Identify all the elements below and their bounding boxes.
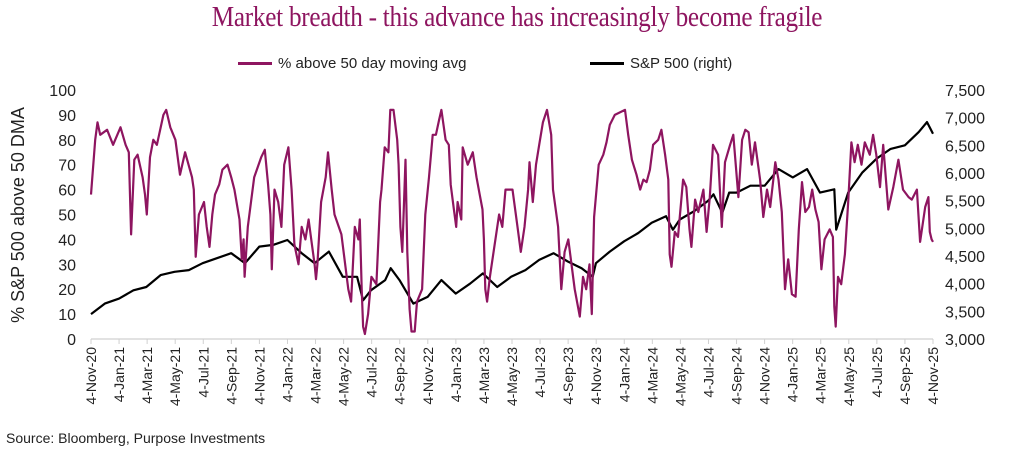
x-tick-label: 4-Jul-24	[700, 347, 716, 398]
x-tick-label: 4-Jan-25	[785, 347, 801, 402]
series-line-breadth	[89, 108, 934, 336]
x-tick-label: 4-Nov-24	[757, 347, 773, 405]
x-tick-label: 4-Jul-25	[869, 347, 885, 398]
y2-tick-label: 5,500	[945, 194, 985, 211]
y2-tick-label: 3,500	[945, 304, 985, 321]
x-tick-label: 4-May-21	[167, 347, 183, 406]
series-line-sp500	[90, 121, 934, 315]
chart-title: Market breadth - this advance has increa…	[211, 2, 823, 33]
y2-tick-label: 3,000	[945, 332, 985, 349]
y-tick-label: 30	[58, 257, 76, 274]
y-tick-label: 100	[49, 83, 76, 100]
x-tick-label: 4-Nov-23	[588, 347, 604, 405]
legend-swatch-sp500	[590, 62, 624, 65]
x-tick-label: 4-May-25	[841, 347, 857, 406]
y-tick-label: 80	[58, 133, 76, 150]
y-tick-label: 10	[58, 307, 76, 324]
x-tick-label: 4-Mar-23	[476, 347, 492, 404]
x-tick-label: 4-May-24	[672, 347, 688, 406]
y-tick-label: 0	[67, 332, 76, 349]
y-tick-label: 50	[58, 208, 76, 225]
y-tick-label: 40	[58, 232, 76, 249]
x-tick-label: 4-Sep-23	[560, 347, 576, 405]
x-tick-label: 4-Mar-25	[813, 347, 829, 404]
x-tick-label: 4-Nov-22	[420, 347, 436, 405]
x-tick-label: 4-Mar-22	[308, 347, 324, 404]
axes: 0 10 20 30 40 50 60 70 80 90 100 3,000 3,500 4,000 4,5…	[49, 83, 985, 406]
x-tick-label: 4-Mar-24	[644, 347, 660, 404]
y2-tick-label: 6,000	[945, 166, 985, 183]
x-tick-label: 4-May-23	[504, 347, 520, 406]
x-tick-label: 4-Jul-21	[195, 347, 211, 398]
x-tick-label: 4-Sep-24	[729, 347, 745, 405]
x-tick-label: 4-Jul-23	[532, 347, 548, 398]
legend-label-breadth: % above 50 day moving avg	[278, 55, 467, 72]
y2-tick-label: 6,500	[945, 138, 985, 155]
x-tick-label: 4-Nov-25	[925, 347, 941, 405]
x-tick-label: 4-Nov-21	[251, 347, 267, 405]
legend-item-sp500: S&P 500 (right)	[590, 55, 732, 72]
y-tick-label: 60	[58, 183, 76, 200]
x-tick-label: 4-Nov-20	[83, 347, 99, 405]
x-tick-label: 4-Jan-23	[448, 347, 464, 402]
x-tick-label: 4-Mar-21	[139, 347, 155, 404]
y2-tick-label: 7,000	[945, 111, 985, 128]
y2-tick-label: 4,500	[945, 249, 985, 266]
y2-tick-label: 7,500	[945, 83, 985, 100]
source-note: Source: Bloomberg, Purpose Investments	[6, 430, 266, 446]
y2-tick-label: 4,000	[945, 277, 985, 294]
x-tick-label: 4-Jan-22	[279, 347, 295, 402]
x-tick-label: 4-Sep-22	[392, 347, 408, 405]
y-tick-label: 70	[58, 158, 76, 175]
x-tick-label: 4-May-22	[336, 347, 352, 406]
x-tick-label: 4-Jan-24	[616, 347, 632, 402]
legend-swatch-breadth	[238, 62, 272, 65]
legend-label-sp500: S&P 500 (right)	[630, 55, 733, 72]
x-tick-label: 4-Sep-21	[223, 347, 239, 405]
y2-tick-label: 5,000	[945, 221, 985, 238]
y-axis-label: % S&P 500 above 50 DMA	[8, 107, 28, 323]
x-tick-label: 4-Jul-22	[364, 347, 380, 398]
y-tick-label: 20	[58, 282, 76, 299]
x-tick-label: 4-Sep-25	[897, 347, 913, 405]
y-tick-label: 90	[58, 108, 76, 125]
series-lines	[89, 108, 934, 336]
x-tick-label: 4-Jan-21	[111, 347, 127, 402]
legend-item-breadth: % above 50 day moving avg	[238, 55, 466, 72]
legend: % above 50 day moving avg S&P 500 (right…	[0, 55, 1024, 75]
